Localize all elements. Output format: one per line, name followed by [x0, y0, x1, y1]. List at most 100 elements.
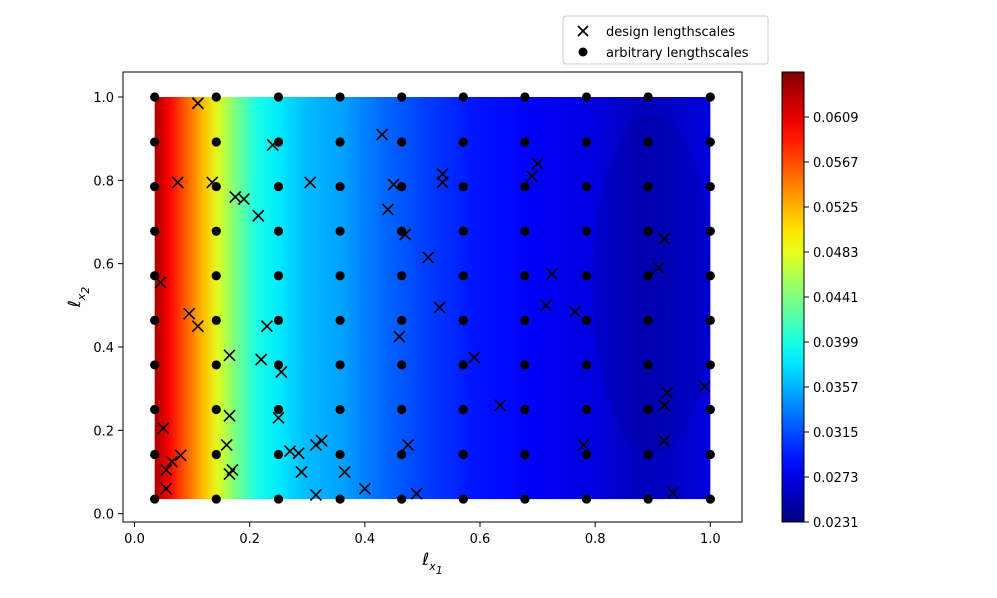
- arbitrary-lengthscale-point: [581, 137, 592, 147]
- arbitrary-lengthscale-point: [150, 226, 160, 236]
- arbitrary-lengthscale-point: [150, 494, 160, 504]
- colorbar-tick-label: 0.0399: [813, 336, 859, 351]
- x-axis-label-subscript: x: [428, 560, 436, 573]
- arbitrary-lengthscale-point: [705, 92, 715, 102]
- design-lengthscale-point: [358, 482, 371, 495]
- design-lengthscale-point: [260, 320, 274, 333]
- design-lengthscale-point: [381, 203, 394, 216]
- design-lengthscale-point: [304, 176, 317, 189]
- design-lengthscale-point: [410, 487, 423, 500]
- arbitrary-lengthscale-point: [581, 494, 592, 504]
- arbitrary-lengthscale-point: [273, 449, 284, 460]
- arbitrary-lengthscale-point: [335, 226, 345, 236]
- contour-heatmap: [154, 97, 711, 500]
- arbitrary-lengthscale-point: [643, 360, 653, 370]
- arbitrary-lengthscale-point: [397, 315, 407, 325]
- arbitrary-lengthscale-point: [643, 92, 653, 102]
- design-lengthscale-point: [525, 170, 538, 183]
- arbitrary-lengthscale-point: [581, 226, 592, 236]
- arbitrary-lengthscale-point: [397, 494, 407, 504]
- legend-label-arbitrary: arbitrary lengthscales: [606, 46, 749, 61]
- design-lengthscale-point: [272, 411, 285, 424]
- arbitrary-lengthscale-point: [705, 404, 715, 415]
- arbitrary-lengthscale-point: [705, 137, 715, 147]
- y-axis: 0.0 0.2 0.4 0.6 0.8 1.0: [93, 91, 123, 523]
- arbitrary-lengthscale-point: [150, 181, 160, 192]
- arbitrary-lengthscale-point: [705, 226, 715, 236]
- arbitrary-lengthscale-point: [458, 137, 468, 147]
- design-lengthscale-point: [154, 276, 167, 289]
- arbitrary-lengthscale-point: [705, 360, 715, 370]
- design-lengthscale-point: [545, 268, 559, 281]
- design-lengthscale-point: [468, 351, 481, 364]
- arbitrary-lengthscale-point: [397, 360, 407, 370]
- colorbar-tick-label: 0.0525: [813, 201, 859, 216]
- arbitrary-lengthscale-point: [150, 360, 160, 370]
- colorbar-tick-label: 0.0273: [813, 471, 859, 486]
- arbitrary-lengthscale-point: [705, 271, 715, 281]
- design-lengthscale-point: [309, 488, 322, 501]
- design-lengthscale-point: [183, 307, 196, 320]
- arbitrary-lengthscale-point: [643, 181, 653, 192]
- arbitrary-lengthscale-point: [397, 449, 407, 460]
- arbitrary-lengthscale-point: [273, 137, 284, 147]
- legend-label-design: design lengthscales: [606, 25, 735, 40]
- arbitrary-lengthscale-point: [150, 404, 160, 415]
- legend-box: [562, 15, 769, 65]
- design-lengthscale-point: [577, 438, 590, 451]
- design-lengthscale-point: [237, 193, 250, 206]
- arbitrary-lengthscale-point: [273, 271, 284, 281]
- design-lengthscale-point: [698, 380, 711, 393]
- design-lengthscales-series: [154, 97, 711, 501]
- arbitrary-lengthscale-point: [397, 181, 407, 192]
- design-lengthscale-point: [165, 455, 179, 468]
- y-tick-label: 0.6: [93, 258, 114, 273]
- arbitrary-lengthscale-point: [150, 449, 160, 460]
- design-lengthscale-point: [295, 465, 308, 479]
- arbitrary-lengthscale-point: [643, 315, 653, 325]
- arbitrary-lengthscale-point: [458, 271, 468, 281]
- arbitrary-lengthscale-point: [520, 181, 530, 192]
- arbitrary-lengthscale-point: [211, 271, 221, 281]
- contour-heatmap-shading: [592, 114, 711, 455]
- design-lengthscale-point: [174, 449, 187, 462]
- design-lengthscale-point: [275, 365, 288, 379]
- colorbar-tick-label: 0.0357: [813, 381, 859, 396]
- design-lengthscale-point: [661, 386, 674, 399]
- arbitrary-lengthscale-point: [397, 271, 407, 281]
- arbitrary-lengthscale-point: [581, 360, 592, 370]
- design-lengthscale-point: [315, 434, 328, 447]
- design-lengthscale-point: [160, 482, 173, 495]
- design-lengthscale-point: [252, 209, 265, 222]
- colorbar: 0.0231 0.0273 0.0315 0.0357 0.0399 0.0441 0.04…: [781, 71, 859, 531]
- arbitrary-lengthscale-point: [211, 449, 221, 460]
- design-lengthscale-point: [393, 330, 406, 343]
- arbitrary-lengthscale-point: [458, 360, 468, 370]
- y-tick-label: 1.0: [93, 91, 114, 106]
- plot-area: [122, 71, 743, 523]
- colorbar-gradient: [781, 71, 805, 523]
- arbitrary-lengthscale-point: [520, 92, 530, 102]
- colorbar-tick-label: 0.0567: [813, 156, 859, 171]
- y-axis-label-symbol: ℓ: [65, 300, 85, 308]
- arbitrary-lengthscale-point: [643, 404, 653, 415]
- arbitrary-lengthscale-point: [705, 181, 715, 192]
- arbitrary-lengthscale-point: [643, 137, 653, 147]
- design-lengthscale-point: [191, 97, 204, 110]
- x-tick-label: 0.2: [239, 532, 260, 547]
- arbitrary-lengthscale-point: [335, 181, 345, 192]
- design-lengthscale-point: [494, 399, 507, 412]
- arbitrary-lengthscale-point: [520, 404, 530, 415]
- design-lengthscale-point: [220, 438, 233, 451]
- design-lengthscale-point: [191, 320, 204, 333]
- y-tick-label: 0.4: [93, 341, 114, 356]
- arbitrary-lengthscale-point: [150, 137, 160, 147]
- arbitrary-lengthscale-point: [397, 404, 407, 415]
- design-lengthscale-point: [531, 157, 544, 170]
- design-lengthscale-point: [266, 138, 279, 151]
- design-lengthscale-point: [658, 399, 671, 412]
- arbitrary-lengthscale-point: [458, 92, 468, 102]
- arbitrary-lengthscale-point: [211, 137, 221, 147]
- design-lengthscale-point: [223, 468, 236, 481]
